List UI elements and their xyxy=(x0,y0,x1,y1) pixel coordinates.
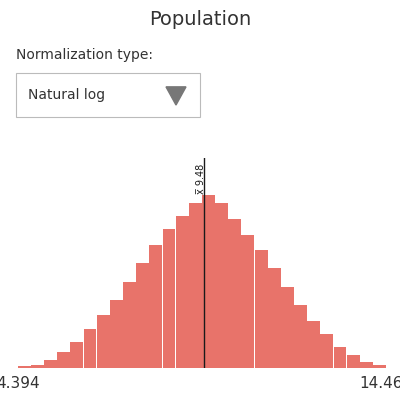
Bar xyxy=(228,219,241,368)
Bar xyxy=(70,341,83,368)
Bar xyxy=(176,216,188,368)
Bar xyxy=(189,203,202,368)
Bar xyxy=(360,362,373,368)
Bar xyxy=(347,355,360,368)
Bar xyxy=(110,300,123,368)
Bar xyxy=(123,282,136,368)
Bar xyxy=(136,263,149,368)
Bar xyxy=(202,196,215,368)
Text: x̅ 9.48: x̅ 9.48 xyxy=(196,164,206,194)
Bar xyxy=(97,316,110,368)
Bar xyxy=(215,203,228,368)
Bar xyxy=(373,365,386,368)
Bar xyxy=(320,334,333,368)
Text: Natural log: Natural log xyxy=(28,88,105,102)
Text: Normalization type:: Normalization type: xyxy=(16,48,153,63)
Bar xyxy=(57,352,70,368)
Bar xyxy=(334,347,346,368)
Bar xyxy=(307,321,320,368)
Bar xyxy=(84,328,96,368)
Bar xyxy=(18,366,31,368)
Bar xyxy=(31,365,44,368)
Bar xyxy=(294,305,307,368)
Text: Population: Population xyxy=(149,10,251,29)
Bar xyxy=(255,250,268,368)
Bar xyxy=(242,235,254,368)
Bar xyxy=(162,229,176,368)
Bar xyxy=(281,287,294,368)
Bar xyxy=(268,269,281,368)
Bar xyxy=(44,360,57,368)
Bar xyxy=(149,245,162,368)
